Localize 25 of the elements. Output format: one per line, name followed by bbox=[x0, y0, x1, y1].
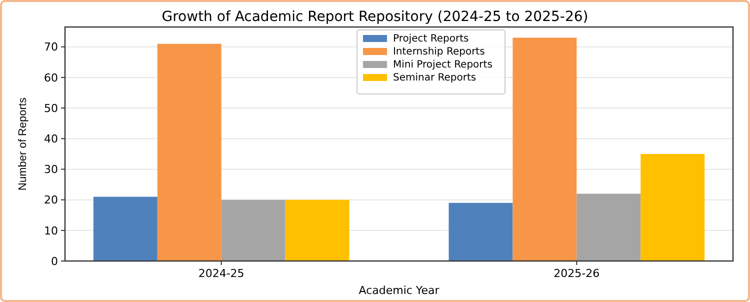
y-tick-label: 10 bbox=[44, 224, 58, 238]
bar bbox=[448, 202, 513, 261]
x-tick-label: 2024-25 bbox=[198, 267, 244, 280]
x-tick-label: 2025-26 bbox=[554, 267, 600, 280]
bar bbox=[285, 200, 350, 261]
legend-label: Mini Project Reports bbox=[392, 60, 492, 70]
y-tick-label: 0 bbox=[51, 254, 58, 268]
y-tick-label: 70 bbox=[44, 40, 58, 54]
bar bbox=[221, 200, 286, 261]
y-tick-label: 20 bbox=[44, 194, 58, 207]
y-tick-label: 40 bbox=[44, 132, 58, 146]
bar bbox=[576, 194, 641, 261]
bar bbox=[512, 38, 577, 261]
legend-label: Internship Reports bbox=[392, 46, 485, 58]
bar bbox=[640, 154, 705, 261]
chart-title: Growth of Academic Report Repository (2024-25 to 2025-26) bbox=[162, 9, 588, 25]
bar bbox=[93, 196, 158, 261]
x-axis-title: Academic Year bbox=[358, 284, 440, 297]
legend-label: Seminar Reports bbox=[392, 72, 476, 84]
y-tick-label: 30 bbox=[44, 163, 58, 176]
y-axis-title: Number of Reports bbox=[17, 97, 29, 190]
bar bbox=[157, 44, 222, 261]
y-tick-label: 50 bbox=[44, 102, 58, 115]
legend-label: Project Reports bbox=[392, 34, 469, 44]
y-tick-label: 60 bbox=[44, 71, 58, 84]
